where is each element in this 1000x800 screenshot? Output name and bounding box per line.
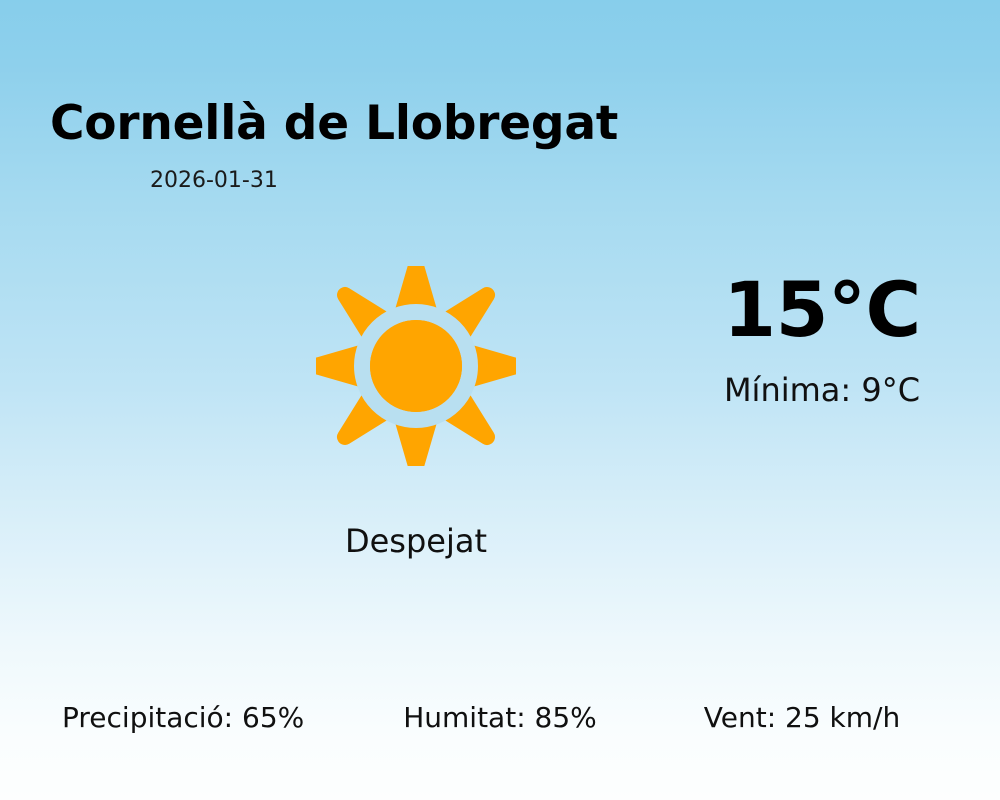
condition-label: Despejat [344,522,488,560]
page-title: Cornellà de Llobregat [50,96,619,151]
wind-stat: Vent: 25 km/h [703,701,901,734]
sun-core [370,320,462,412]
current-temperature: 15°C [723,265,921,354]
date-label: 2026-01-31 [150,168,278,193]
temperature-block: 15°C Mínima: 9°C [642,265,1000,409]
sun-ring [354,304,478,428]
precipitation-stat: Precipitació: 65% [62,701,305,734]
stats-row: Precipitació: 65% Humitat: 85% Vent: 25 … [0,698,1000,738]
sun-icon [316,266,516,466]
humidity-stat: Humitat: 85% [403,701,597,734]
minimum-temperature: Mínima: 9°C [723,371,921,409]
